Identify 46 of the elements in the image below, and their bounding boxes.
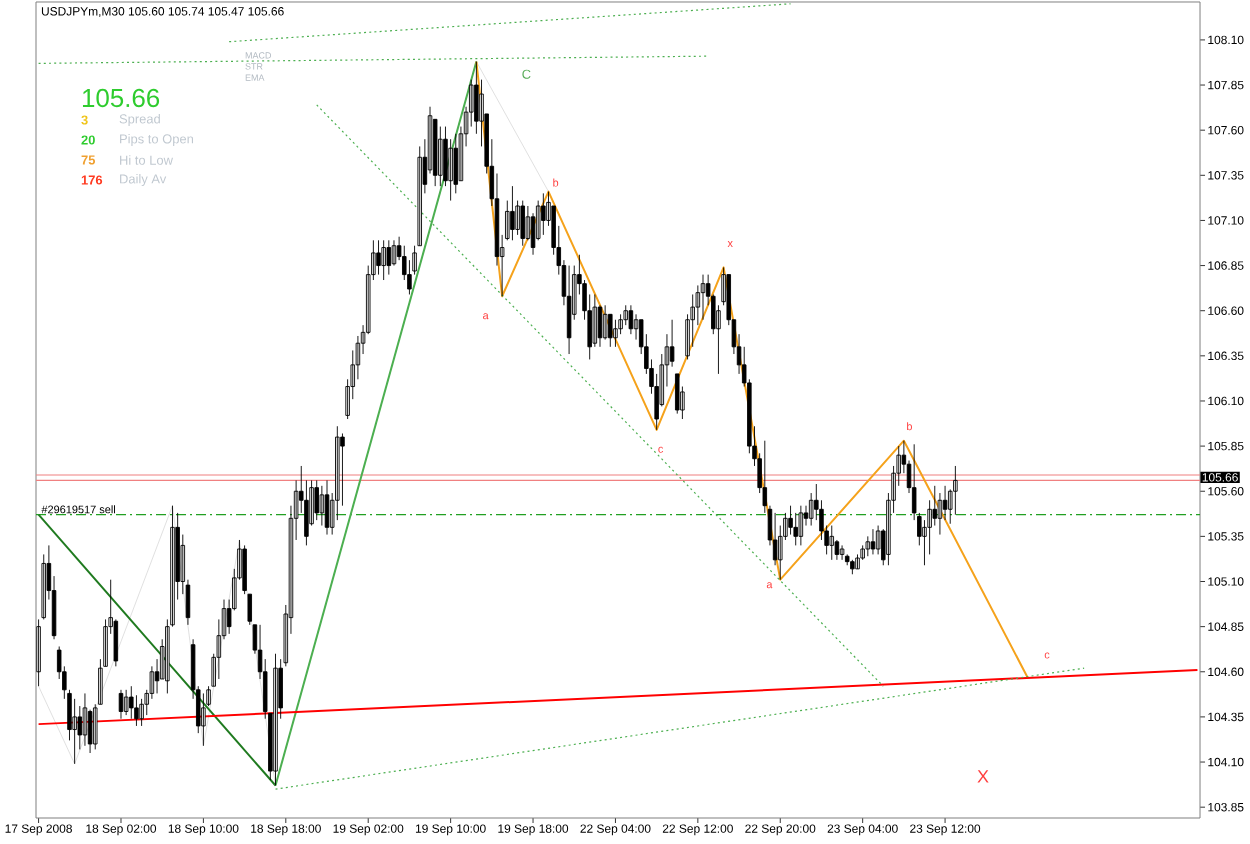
candlestick xyxy=(937,492,943,536)
candlestick xyxy=(870,528,876,555)
candlestick xyxy=(417,145,422,247)
annotation: X xyxy=(977,770,989,783)
line-series xyxy=(475,60,1029,679)
candlestick xyxy=(839,544,845,561)
candlestick xyxy=(391,239,397,267)
candlestick xyxy=(829,525,835,561)
candlestick xyxy=(700,274,706,321)
candlestick xyxy=(541,192,546,236)
candlestick xyxy=(36,618,41,687)
candlestick xyxy=(381,239,386,281)
candlestick xyxy=(82,692,88,747)
candlestick xyxy=(855,553,860,570)
candlestick xyxy=(608,313,613,348)
candlestick xyxy=(510,185,515,241)
candlestick xyxy=(602,304,608,341)
candlestick xyxy=(123,689,129,716)
candlestick xyxy=(453,133,459,194)
candlestick xyxy=(273,653,278,786)
candlestick xyxy=(628,304,634,335)
candlestick xyxy=(623,304,628,326)
candlestick xyxy=(613,319,618,348)
candlestick xyxy=(520,200,525,247)
candlestick xyxy=(324,479,330,536)
candlestick xyxy=(953,465,958,516)
candlestick xyxy=(808,492,814,526)
candlestick xyxy=(675,373,680,415)
candlestick xyxy=(438,126,443,187)
candlestick xyxy=(139,698,144,727)
candlestick xyxy=(129,685,134,720)
candlestick xyxy=(376,239,381,276)
candlestick xyxy=(118,689,124,720)
candlestick xyxy=(201,692,206,747)
candlestick xyxy=(865,535,871,557)
candlestick xyxy=(41,553,46,620)
annotation: 105.66 xyxy=(82,88,160,108)
candlestick xyxy=(134,694,139,727)
candlestick xyxy=(72,698,77,765)
candlestick xyxy=(793,512,798,546)
candlestick xyxy=(566,265,572,355)
candlestick xyxy=(386,239,392,276)
candlestick xyxy=(850,559,855,575)
candlestick xyxy=(798,505,804,546)
candlestick xyxy=(844,553,850,566)
candlestick xyxy=(314,479,319,521)
